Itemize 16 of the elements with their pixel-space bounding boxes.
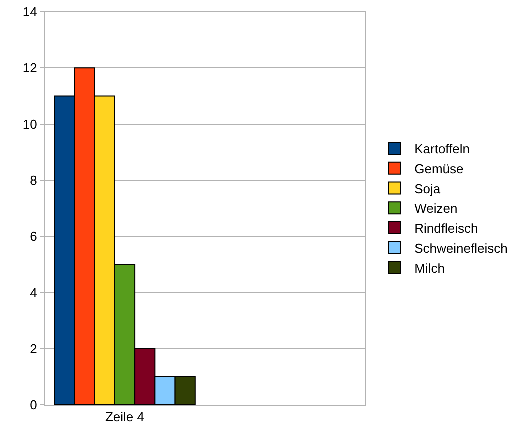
y-tick-label: 0 — [30, 398, 38, 413]
legend-label: Soja — [414, 181, 442, 196]
y-tick-label: 14 — [22, 4, 38, 20]
y-tick-label: 10 — [22, 116, 38, 132]
y-tick-label: 12 — [22, 60, 38, 76]
y-tick-label: 4 — [30, 285, 38, 300]
legend-label: Gemüse — [414, 161, 464, 176]
legend-label: Rindfleisch — [414, 221, 478, 236]
legend-label: Weizen — [414, 201, 458, 216]
legend-label: Kartoffeln — [414, 142, 470, 157]
y-tick-label: 8 — [30, 172, 38, 188]
y-tick-label: 2 — [30, 341, 38, 356]
y-tick-label: 6 — [30, 229, 38, 244]
legend-label: Schweinefleisch — [414, 241, 508, 256]
x-tick-label: Zeile 4 — [105, 410, 145, 425]
legend-label: Milch — [414, 260, 445, 276]
